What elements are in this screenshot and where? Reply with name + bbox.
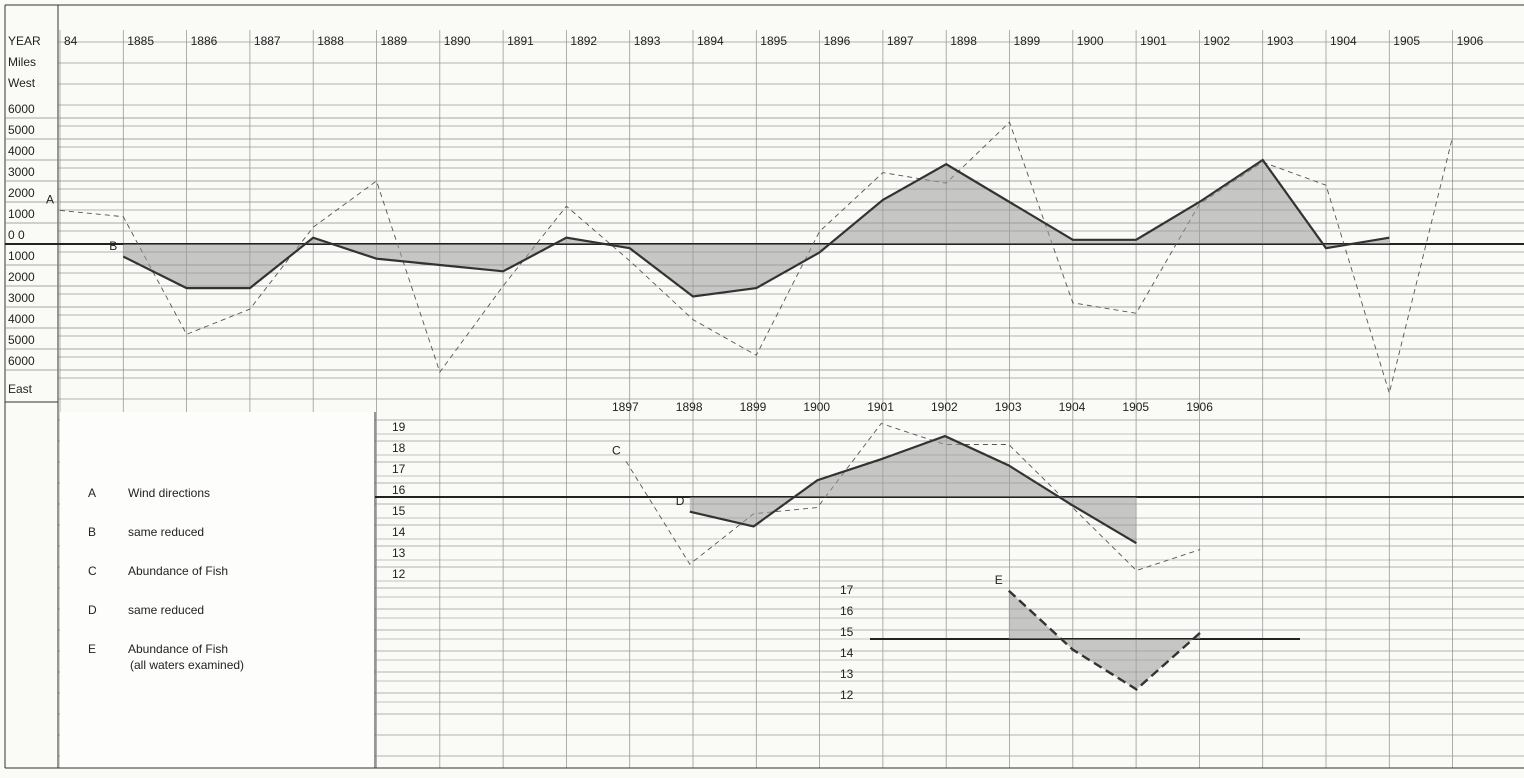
x-tick-label: 84: [64, 34, 78, 48]
x-tick-label: 1899: [740, 400, 767, 414]
x-tick-label: 1905: [1122, 400, 1149, 414]
y-tick-label: 16: [392, 483, 406, 497]
x-tick-label: 1903: [1267, 34, 1294, 48]
x-tick-label: 1906: [1186, 400, 1213, 414]
x-tick-label: 1885: [127, 34, 154, 48]
x-tick-label: 1900: [1077, 34, 1104, 48]
shade: [689, 436, 1137, 544]
x-tick-label: 1889: [381, 34, 408, 48]
y2-tick-label: 15: [840, 625, 854, 639]
series-label: D: [676, 494, 685, 508]
x-tick-label: 1898: [676, 400, 703, 414]
x-tick-label: 1903: [995, 400, 1022, 414]
x-tick-label: 1904: [1059, 400, 1086, 414]
x-tick-label: 1886: [191, 34, 218, 48]
x-tick-label: 1901: [1140, 34, 1167, 48]
y-tick-label: 6000: [8, 102, 35, 116]
series-line: [625, 422, 1201, 572]
y-tick-label: 3000: [8, 291, 35, 305]
x-tick-label: 1891: [507, 34, 534, 48]
y-tick-label: 12: [392, 567, 406, 581]
shade: [123, 160, 1390, 297]
x-tick-label: 1897: [887, 34, 914, 48]
y-tick-label: 2000: [8, 270, 35, 284]
legend-box: [60, 412, 375, 768]
legend-label: Abundance of Fish: [128, 564, 228, 578]
legend-note: (all waters examined): [130, 658, 244, 672]
legend-letter: C: [88, 564, 97, 578]
series-label: A: [46, 193, 54, 207]
series-line: [689, 434, 1137, 545]
y2-tick-label: 13: [840, 667, 854, 681]
y2-tick-label: 17: [840, 583, 854, 597]
series-label: C: [612, 443, 621, 457]
legend-label: same reduced: [128, 603, 204, 617]
y-tick-label: 19: [392, 420, 406, 434]
x-tick-label: 1904: [1330, 34, 1357, 48]
y-units: Miles: [8, 55, 36, 69]
legend-label: Abundance of Fish: [128, 642, 228, 656]
x-tick-label: 1892: [570, 34, 597, 48]
x-axis-label: YEAR: [8, 34, 41, 48]
x-tick-label: 1899: [1014, 34, 1041, 48]
x-tick-label: 1893: [634, 34, 661, 48]
legend-label: Wind directions: [128, 486, 210, 500]
y-tick-label: 15: [392, 504, 406, 518]
y-tick-label: 5000: [8, 123, 35, 137]
x-tick-label: 1895: [760, 34, 787, 48]
y2-tick-label: 16: [840, 604, 854, 618]
legend-letter: A: [88, 486, 96, 500]
y-tick-label: 0 0: [8, 228, 25, 242]
x-tick-label: 1888: [317, 34, 344, 48]
y-bottom-label: East: [8, 382, 33, 396]
y-top-label: West: [8, 76, 36, 90]
y-tick-label: 3000: [8, 165, 35, 179]
series-label: E: [995, 573, 1003, 587]
y-tick-label: 5000: [8, 333, 35, 347]
y2-tick-label: 12: [840, 688, 854, 702]
shade: [1008, 590, 1201, 690]
y-tick-label: 6000: [8, 354, 35, 368]
series-label: B: [109, 239, 117, 253]
x-tick-label: 1890: [444, 34, 471, 48]
x-tick-label: 1896: [824, 34, 851, 48]
legend-letter: B: [88, 525, 96, 539]
y-tick-label: 13: [392, 546, 406, 560]
y-tick-label: 4000: [8, 312, 35, 326]
legend-label: same reduced: [128, 525, 204, 539]
x-tick-label: 1900: [803, 400, 830, 414]
x-tick-label: 1887: [254, 34, 281, 48]
x-tick-label: 1894: [697, 34, 724, 48]
y-tick-label: 14: [392, 525, 406, 539]
y-tick-label: 17: [392, 462, 406, 476]
legend-letter: E: [88, 642, 96, 656]
series-line: [122, 158, 1390, 298]
y-tick-label: 1000: [8, 207, 35, 221]
x-tick-label: 1902: [931, 400, 958, 414]
series-line: [1007, 589, 1201, 691]
legend-letter: D: [88, 603, 97, 617]
x-tick-label: 1897: [612, 400, 639, 414]
x-tick-label: 1905: [1393, 34, 1420, 48]
x-tick-label: 1901: [867, 400, 894, 414]
y-tick-label: 1000: [8, 249, 35, 263]
y-tick-label: 18: [392, 441, 406, 455]
x-tick-label: 1906: [1457, 34, 1484, 48]
x-tick-label: 1902: [1203, 34, 1230, 48]
y2-tick-label: 14: [840, 646, 854, 660]
y-tick-label: 4000: [8, 144, 35, 158]
y-tick-label: 2000: [8, 186, 35, 200]
x-tick-label: 1898: [950, 34, 977, 48]
